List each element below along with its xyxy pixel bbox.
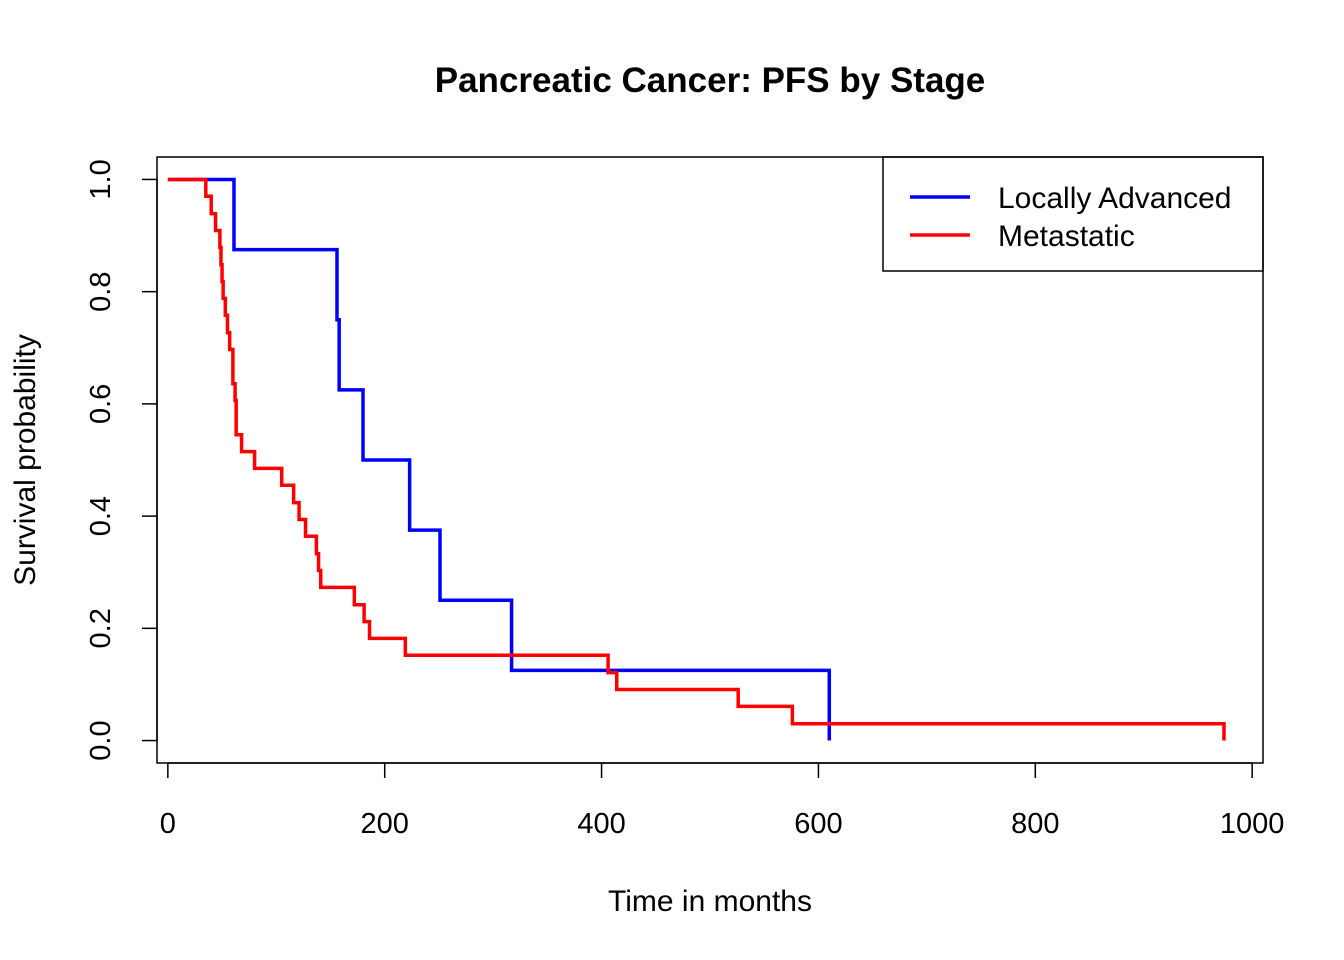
y-tick-label: 0.6 <box>85 384 117 424</box>
y-tick-label: 0.0 <box>85 720 117 760</box>
series-line-metastatic <box>167 177 1226 741</box>
series-layer <box>167 177 1226 741</box>
y-tick-label: 0.8 <box>85 272 117 312</box>
y-axis: 0.0 0.2 0.4 0.6 0.8 1.0 <box>85 159 158 761</box>
x-tick-label: 0 <box>160 808 176 840</box>
legend-box <box>882 156 1264 272</box>
x-tick-label: 400 <box>577 808 625 840</box>
x-tick-label: 800 <box>1011 808 1059 840</box>
x-axis-label: Time in months <box>608 885 812 918</box>
legend: Locally Advanced Metastatic <box>882 156 1264 272</box>
y-axis-label: Survival probability <box>9 334 42 586</box>
y-tick-label: 0.2 <box>85 608 117 648</box>
legend-label-locally-advanced: Locally Advanced <box>998 182 1232 215</box>
x-tick-label: 200 <box>361 808 409 840</box>
x-axis: 0 200 400 600 800 1000 <box>160 762 1285 840</box>
y-tick-label: 0.4 <box>85 496 117 536</box>
chart-title: Pancreatic Cancer: PFS by Stage <box>435 61 986 100</box>
y-tick-label: 1.0 <box>85 159 117 199</box>
legend-label-metastatic: Metastatic <box>998 220 1135 253</box>
x-tick-label: 1000 <box>1220 808 1285 840</box>
series-line-locally-advanced <box>167 177 832 741</box>
x-tick-label: 600 <box>794 808 842 840</box>
